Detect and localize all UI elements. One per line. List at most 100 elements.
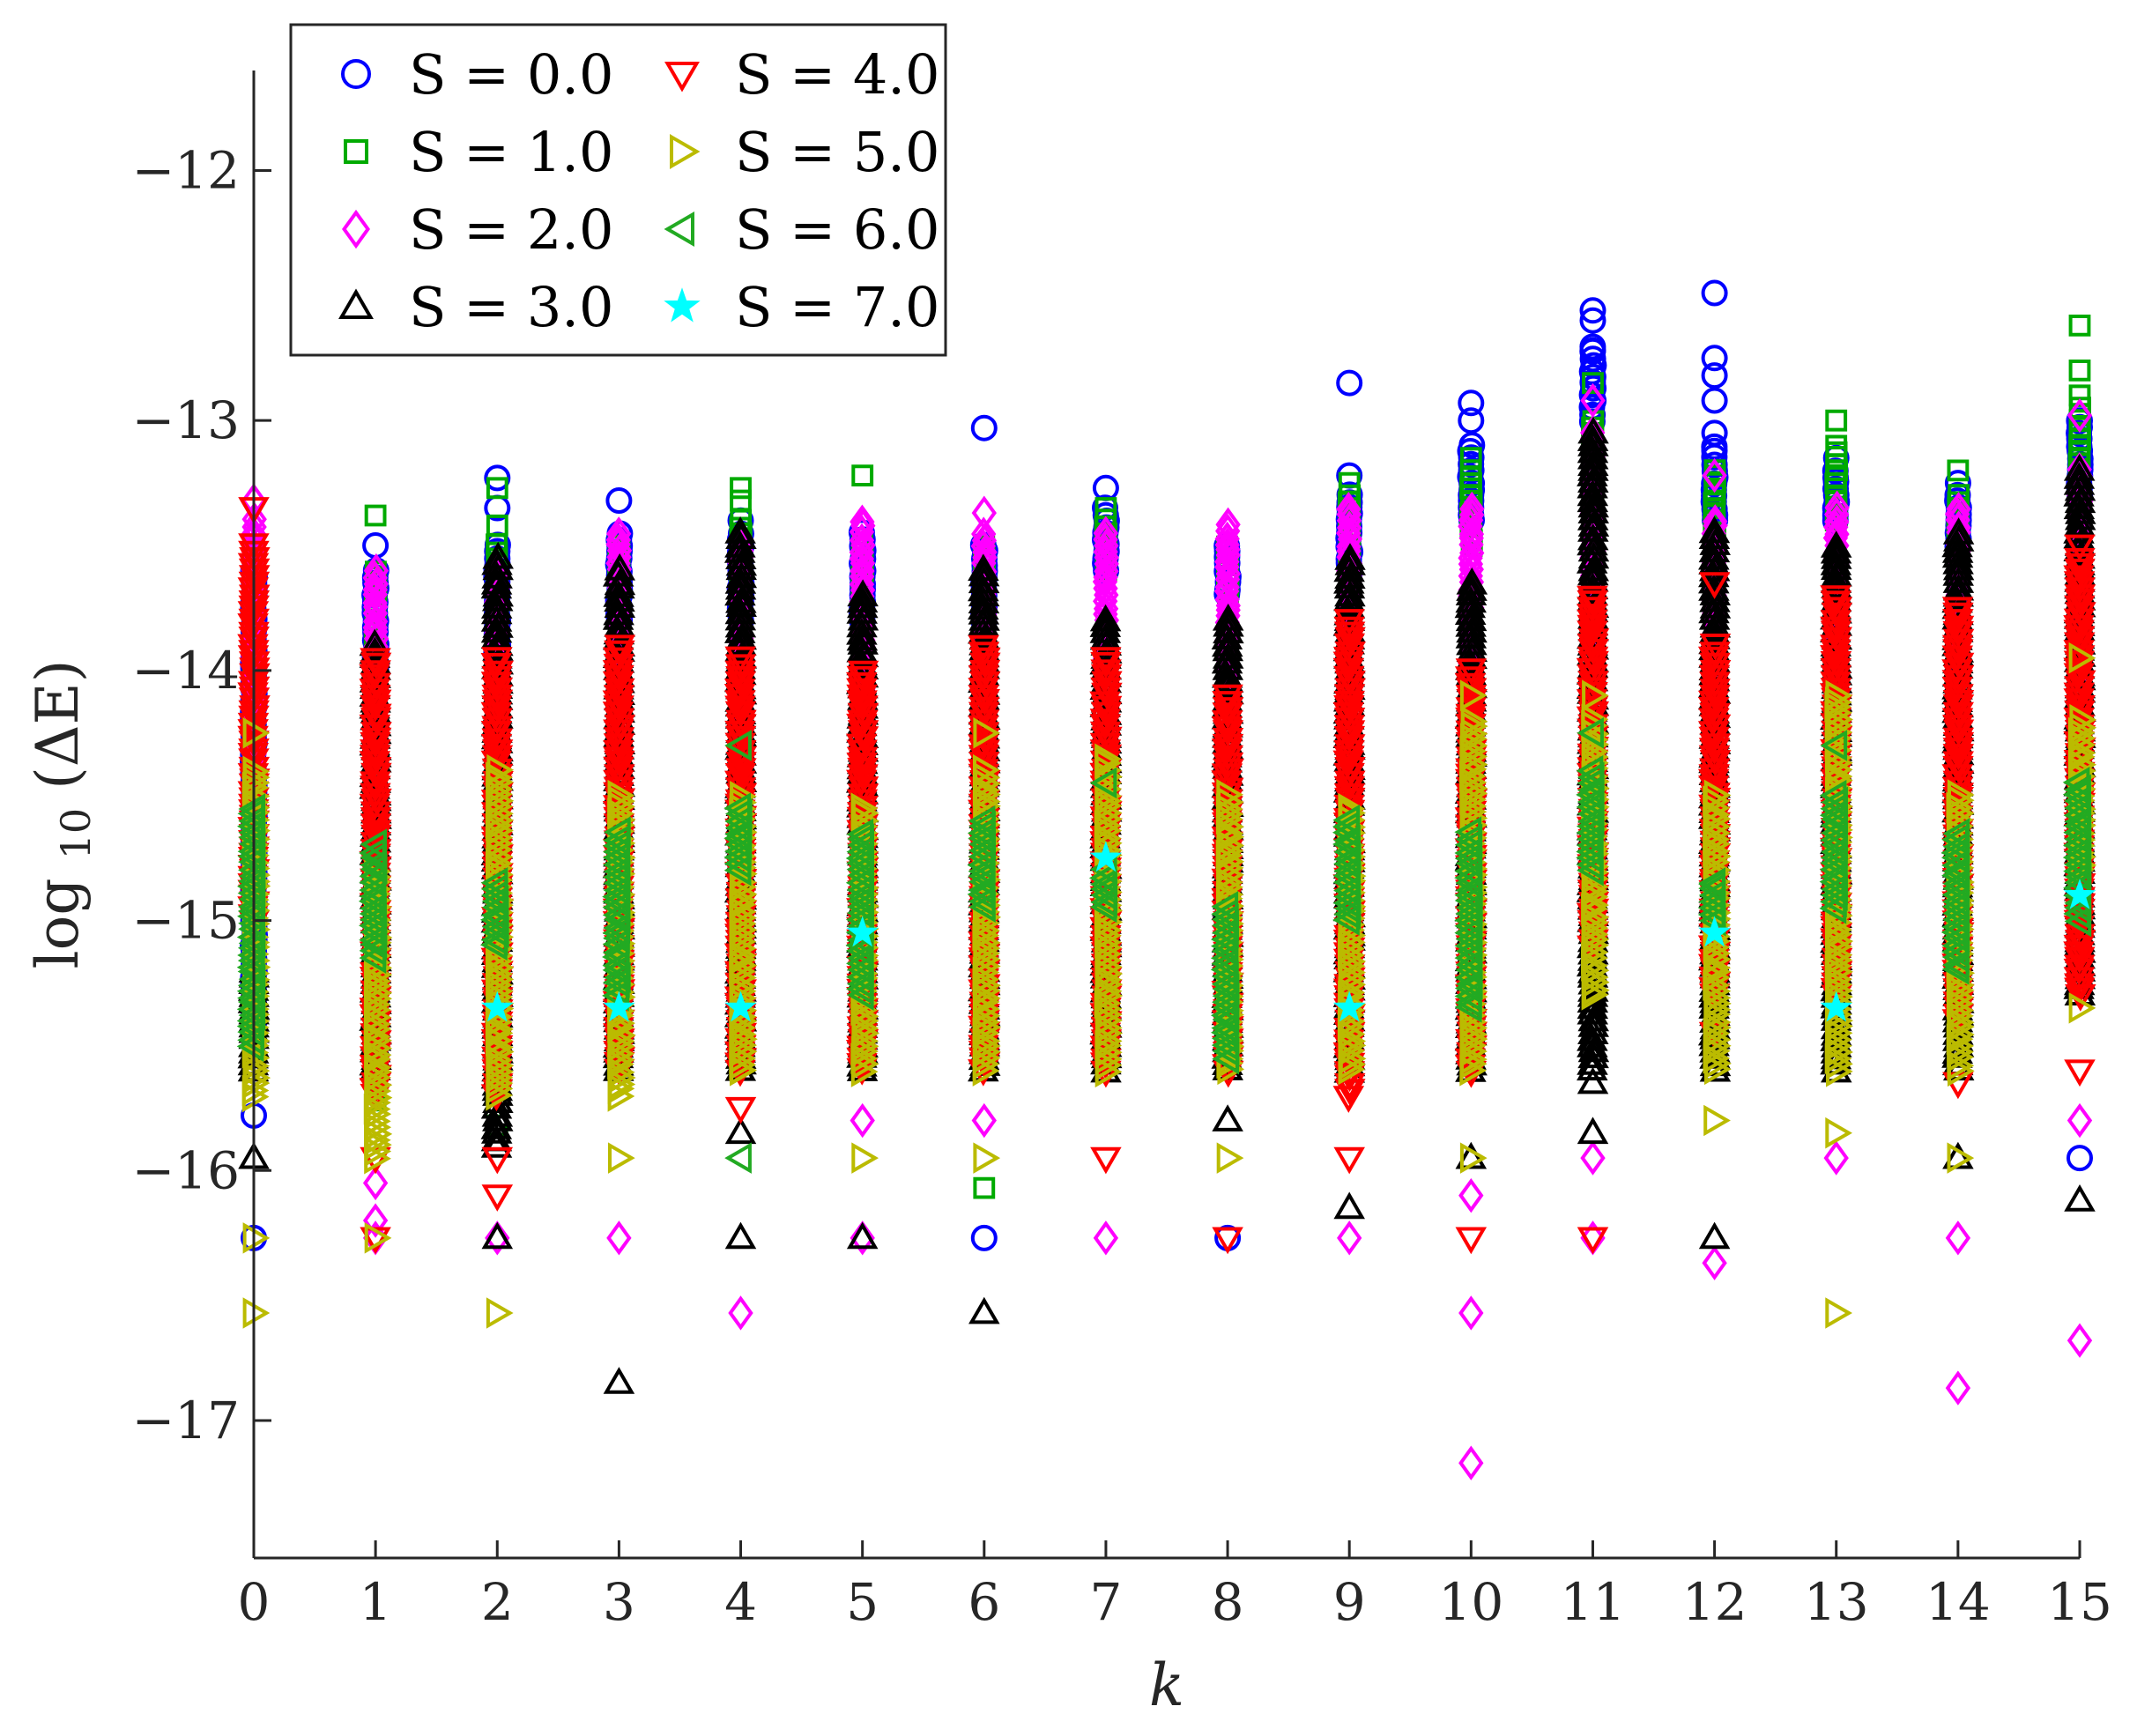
data-point: [1698, 664, 1731, 693]
x-tick-label: 3: [603, 1572, 635, 1632]
data-point: [360, 757, 392, 784]
data-point: [481, 1221, 514, 1250]
data-point: [1826, 1056, 1853, 1087]
data-point: [847, 776, 879, 804]
data-point: [724, 1096, 757, 1124]
data-point: [2064, 977, 2096, 1005]
data-point: [1089, 891, 1117, 924]
x-tick-label: 7: [1089, 1572, 1122, 1632]
data-point: [1577, 650, 1609, 679]
data-point: [2068, 384, 2091, 407]
series-s-7-0: [480, 841, 2096, 1022]
data-point: [1333, 720, 1366, 748]
data-point: [1820, 990, 1853, 1022]
data-point: [360, 775, 391, 804]
data-point: [1093, 516, 1118, 551]
data-point: [1333, 725, 1366, 753]
legend-marker: [342, 209, 370, 249]
legend-item: S = 3.0: [338, 275, 613, 339]
data-point: [2063, 571, 2096, 598]
data-point: [2064, 626, 2096, 654]
data-point: [2063, 878, 2096, 909]
data-point: [1820, 730, 1848, 761]
data-point: [1333, 1191, 1365, 1220]
data-point: [850, 1056, 879, 1087]
legend-item: S = 4.0: [664, 42, 939, 107]
data-point: [481, 1099, 514, 1127]
data-point: [970, 414, 998, 441]
data-point: [486, 477, 508, 500]
data-point: [724, 646, 756, 674]
data-point: [603, 756, 634, 784]
data-point: [1333, 609, 1365, 636]
data-point: [972, 1055, 1000, 1087]
data-point: [1820, 651, 1852, 679]
data-point: [1456, 689, 1488, 716]
data-point: [847, 726, 879, 753]
data-point: [1942, 620, 1974, 649]
legend-label: S = 4.0: [735, 42, 939, 107]
legend-marker: [664, 211, 694, 247]
data-point: [1820, 664, 1852, 693]
data-point: [1215, 592, 1241, 627]
data-point: [486, 514, 508, 537]
data-point: [1090, 677, 1122, 705]
data-point: [1825, 1117, 1852, 1149]
data-point: [724, 725, 757, 753]
x-tick-label: 0: [238, 1572, 271, 1632]
data-point: [1212, 697, 1244, 724]
y-tick-label: −17: [132, 1391, 240, 1450]
data-point: [1454, 991, 1482, 1023]
data-point: [364, 504, 387, 527]
data-point: [1333, 633, 1366, 661]
data-point: [364, 1222, 392, 1254]
data-point: [486, 1297, 514, 1329]
x-tick-label: 5: [846, 1572, 879, 1632]
y-ticks: −12−13−14−15−16−17: [132, 140, 271, 1450]
data-point: [480, 1117, 513, 1144]
data-point: [850, 1220, 875, 1256]
data-point: [1090, 1146, 1122, 1175]
data-point: [730, 477, 752, 500]
data-point: [602, 671, 634, 699]
legend-marker: [341, 59, 371, 89]
data-point: [607, 1080, 635, 1112]
data-point: [1458, 389, 1485, 417]
data-point: [973, 1142, 1001, 1174]
data-point: [846, 979, 874, 1011]
data-point: [1703, 504, 1728, 539]
data-point: [1334, 1079, 1366, 1106]
data-point: [1577, 1041, 1609, 1069]
legend-label: S = 1.0: [409, 120, 613, 184]
data-point: [1825, 409, 1848, 432]
data-point: [362, 532, 390, 559]
data-point: [1089, 767, 1117, 799]
data-point: [603, 727, 635, 754]
data-point: [1945, 1220, 1971, 1256]
legend-item: S = 0.0: [341, 42, 613, 107]
x-axis-label: k: [1149, 1651, 1184, 1719]
data-point: [360, 824, 392, 852]
data-point: [846, 739, 878, 768]
data-point: [1334, 627, 1366, 655]
legend-label: S = 0.0: [409, 42, 613, 107]
data-point: [1332, 904, 1360, 936]
data-point: [1577, 1227, 1609, 1255]
data-point: [359, 664, 390, 692]
data-point: [971, 1102, 997, 1139]
data-point: [1699, 750, 1732, 777]
data-point: [1337, 1220, 1362, 1256]
data-point: [1947, 459, 1970, 482]
data-point: [1580, 382, 1606, 419]
data-point: [1091, 682, 1123, 710]
data-point: [480, 721, 513, 748]
series-s-1-0: [241, 315, 2091, 1199]
data-point: [2064, 1059, 2096, 1087]
data-point: [1217, 1053, 1245, 1086]
x-tick-label: 4: [724, 1572, 757, 1632]
legend-label: S = 2.0: [409, 197, 613, 262]
data-point: [481, 647, 513, 674]
legend: S = 0.0S = 1.0S = 2.0S = 3.0S = 4.0S = 5…: [289, 23, 947, 357]
data-point: [1703, 1104, 1731, 1137]
data-point: [1820, 620, 1852, 649]
